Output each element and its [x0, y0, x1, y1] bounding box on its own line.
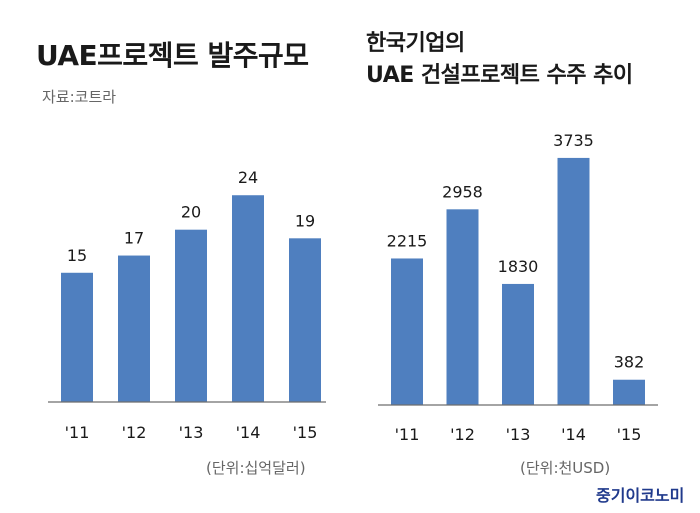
right-category-label-1: '12: [450, 425, 475, 444]
left-value-label-2: 20: [181, 203, 201, 222]
left-bar-2: [175, 229, 207, 402]
left-chart-group: 15 '11 17 '12 20 '13 24 '14 19 '15: [48, 168, 326, 442]
right-bar-1: [446, 209, 479, 405]
left-unit-label: (단위:십억달러): [206, 459, 306, 477]
right-unit-label: (단위:천USD): [520, 459, 611, 477]
left-category-label-2: '13: [179, 423, 204, 442]
right-bar-0: [391, 258, 423, 405]
left-bar-0: [61, 272, 93, 402]
left-bar-3: [232, 195, 264, 402]
right-bar-4: [613, 379, 645, 405]
right-chart-title-line2: UAE 건설프로젝트 수주 추이: [366, 63, 633, 88]
brand-logo-text: 중기이코노미: [596, 486, 685, 505]
left-category-label-1: '12: [122, 423, 147, 442]
right-value-label-4: 382: [614, 353, 645, 372]
right-category-label-2: '13: [506, 425, 531, 444]
left-value-label-0: 15: [67, 246, 87, 265]
right-category-label-3: '14: [561, 425, 586, 444]
right-bar-3: [557, 157, 590, 405]
left-category-label-0: '11: [65, 423, 90, 442]
right-chart-title-line1: 한국기업의: [366, 31, 465, 56]
right-value-label-2: 1830: [498, 257, 539, 276]
right-bar-2: [502, 283, 534, 405]
left-value-label-3: 24: [238, 168, 258, 187]
left-value-label-4: 19: [295, 211, 315, 230]
left-value-label-1: 17: [124, 229, 144, 248]
left-bar-1: [118, 255, 150, 402]
left-category-label-4: '15: [293, 423, 318, 442]
right-value-label-0: 2215: [387, 231, 428, 250]
right-chart-group: 2215 '11 2958 '12 1830 '13 3735 '14 382 '15: [378, 131, 658, 444]
right-chart-title: 한국기업의 UAE 건설프로젝트 수주 추이: [366, 28, 633, 92]
right-value-label-3: 3735: [553, 131, 594, 150]
left-chart-title: UAE프로젝트 발주규모: [36, 39, 309, 72]
left-bar-4: [289, 238, 321, 402]
right-value-label-1: 2958: [442, 182, 483, 201]
right-category-label-4: '15: [617, 425, 642, 444]
left-category-label-3: '14: [236, 423, 261, 442]
right-category-label-0: '11: [395, 425, 420, 444]
source-note: 자료:코트라: [42, 88, 117, 106]
